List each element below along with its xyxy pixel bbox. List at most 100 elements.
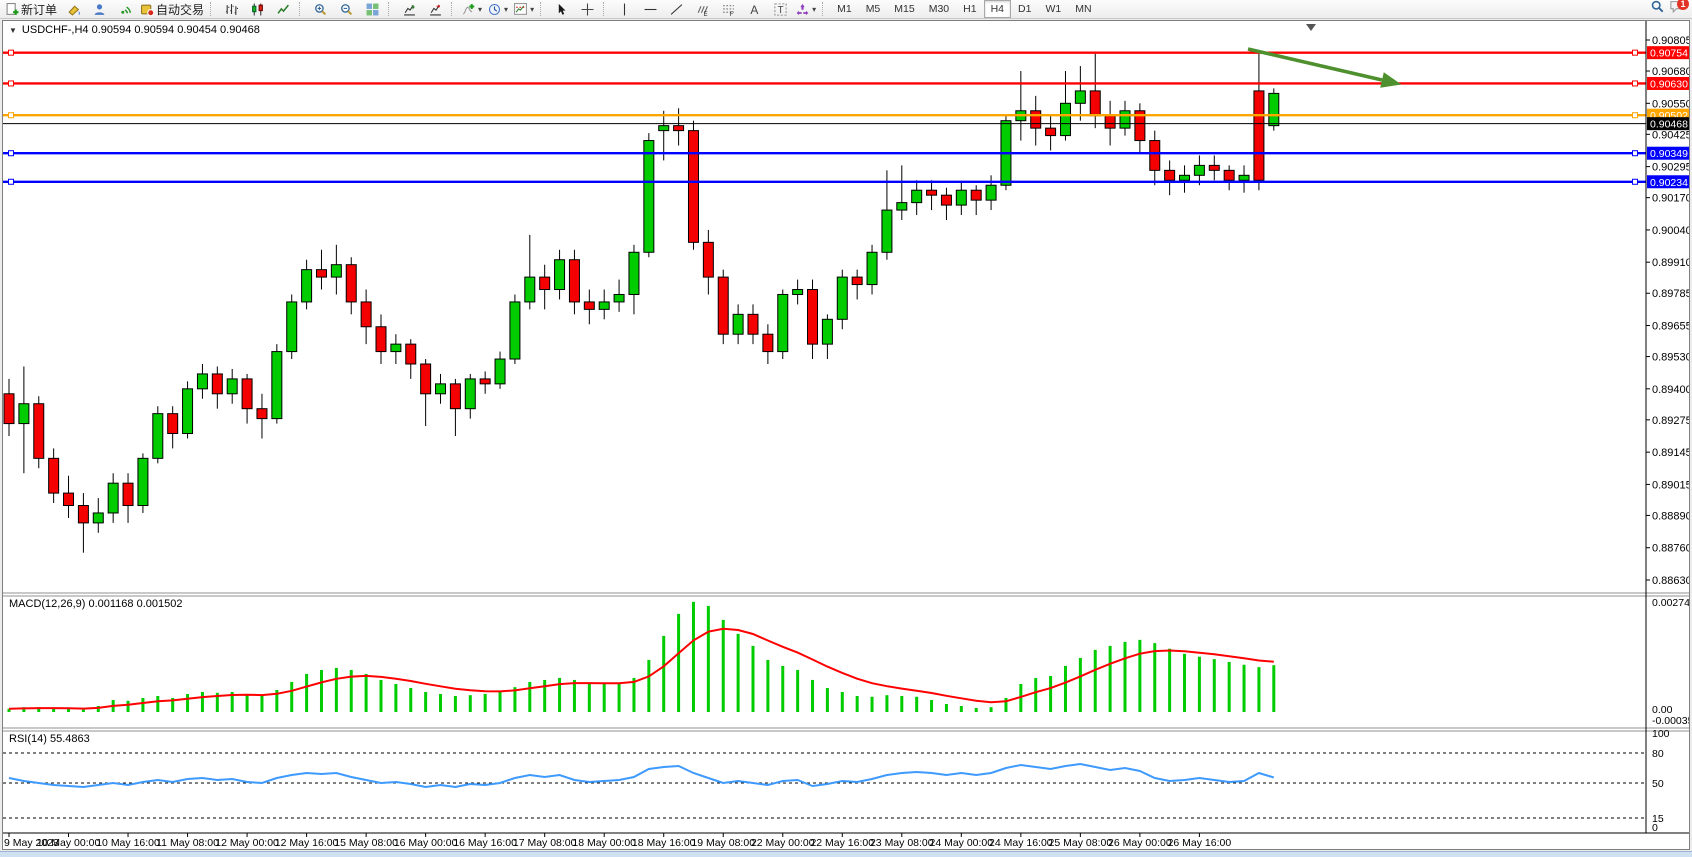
chart-shift-button[interactable] (422, 0, 448, 19)
trendline-button[interactable] (663, 0, 689, 19)
search-button[interactable] (1651, 0, 1664, 18)
hline-handle[interactable] (1632, 150, 1638, 157)
chat-button[interactable]: 1 (1670, 0, 1689, 18)
candle (970, 189, 982, 201)
dropdown-caret-icon[interactable]: ▾ (530, 4, 535, 14)
styles-button[interactable] (60, 0, 86, 19)
timeframe-h1-button[interactable]: H1 (963, 3, 977, 15)
trend-arrow[interactable] (1247, 47, 1383, 82)
dropdown-caret-icon[interactable]: ▾ (812, 4, 817, 14)
templates-icon (514, 2, 528, 16)
time-tick-label: 25 May 08:00 (1049, 837, 1113, 849)
bar-chart-icon (225, 3, 238, 16)
chart-background (3, 21, 1689, 849)
candle (792, 289, 804, 295)
crosshair-button[interactable] (574, 0, 600, 19)
hline-handle[interactable] (8, 49, 14, 56)
timeframe-m1-button[interactable]: M1 (837, 3, 852, 15)
candle (1074, 90, 1086, 104)
candle (836, 276, 848, 320)
timeframe-m5-button[interactable]: M5 (865, 3, 881, 15)
indicators-button[interactable]: ▾ (459, 0, 485, 19)
arrows-button[interactable]: ▾ (793, 0, 819, 19)
candle (732, 313, 744, 335)
hline-handle[interactable] (1632, 80, 1638, 87)
macd-axis-max: 0.002746 (1652, 597, 1689, 609)
equidistant-button[interactable]: E (689, 0, 715, 19)
timeframe-mn-button[interactable]: MN (1075, 3, 1092, 15)
chart-canvas[interactable]: 0.90805 0.90680 0.90550 0.90425 0.90295 0.901… (3, 21, 1689, 849)
candle (152, 413, 164, 459)
candle (568, 259, 580, 303)
hline-handle[interactable] (8, 150, 14, 157)
new-order-button[interactable]: 新订单 (3, 0, 60, 19)
text-button[interactable]: A (741, 0, 767, 19)
rsi-indicator-label: RSI(14) 55.4863 (9, 733, 90, 745)
hline-handle[interactable] (1632, 178, 1638, 185)
time-tick-label: 18 May 16:00 (632, 837, 696, 849)
chart-title: ▼ USDCHF-,H4 0.90594 0.90594 0.90454 0.9… (9, 24, 260, 36)
hline-button[interactable] (637, 0, 663, 19)
signal-button[interactable] (112, 0, 138, 19)
price-tick-label: 0.89910 (1652, 257, 1689, 269)
zoom-out-button[interactable] (333, 0, 359, 19)
candle-chart-button[interactable] (244, 0, 270, 19)
rsi-axis-label: 15 (1652, 813, 1664, 825)
timeframe-h4-button[interactable]: H4 (983, 0, 1012, 18)
hline-handle[interactable] (1632, 49, 1638, 56)
periods-button[interactable]: ▾ (485, 0, 511, 19)
auto-scroll-icon (403, 3, 416, 16)
label-button[interactable]: T (767, 0, 793, 19)
candle (196, 373, 208, 390)
time-tick-label: 22 May 00:00 (751, 837, 815, 849)
periods-icon (488, 3, 501, 16)
candle (1045, 127, 1057, 137)
dropdown-caret-icon[interactable]: ▾ (504, 4, 509, 14)
auto-scroll-button[interactable] (396, 0, 422, 19)
autotrade-icon (141, 3, 155, 16)
cursor-button[interactable] (548, 0, 574, 19)
vline-button[interactable] (611, 0, 637, 19)
price-badge (1647, 175, 1689, 189)
zoom-in-icon (314, 3, 327, 16)
hline-handle[interactable] (8, 112, 14, 119)
templates-button[interactable]: ▾ (511, 0, 537, 19)
zoom-in-button[interactable] (307, 0, 333, 19)
chart-title-text: USDCHF-,H4 0.90594 0.90594 0.90454 0.904… (21, 24, 260, 36)
candle (405, 343, 417, 365)
candle (33, 403, 45, 459)
price-tick-label: 0.90425 (1652, 129, 1689, 141)
chart-shift-marker[interactable] (1306, 24, 1316, 31)
profile-button[interactable] (86, 0, 112, 19)
price-tick-label: 0.88630 (1652, 575, 1689, 587)
candle (301, 269, 313, 303)
hline-handle[interactable] (1632, 112, 1638, 119)
fibonacci-button[interactable]: F (715, 0, 741, 19)
timeframe-m15-button[interactable]: M15 (894, 3, 915, 15)
tile-windows-icon (366, 3, 379, 16)
svg-text:T: T (777, 5, 783, 16)
tile-windows-button[interactable] (359, 0, 385, 19)
candle (702, 241, 714, 278)
hline-handle[interactable] (8, 178, 14, 185)
bid-badge (1647, 117, 1689, 131)
rsi-axis-label: 100 (1652, 728, 1670, 740)
autotrade-button[interactable]: 自动交易 (138, 0, 207, 19)
time-tick-label: 17 May 08:00 (513, 837, 577, 849)
candle (1030, 110, 1042, 129)
candle (92, 512, 104, 524)
timeframe-m30-button[interactable]: M30 (928, 3, 950, 15)
timeframe-w1-button[interactable]: W1 (1045, 3, 1062, 15)
time-tick-label: 12 May 00:00 (215, 837, 279, 849)
price-tick-label: 0.89655 (1652, 321, 1689, 333)
timeframe-d1-button[interactable]: D1 (1018, 3, 1032, 15)
price-tick-label: 0.90040 (1652, 225, 1689, 237)
line-chart-button[interactable] (270, 0, 296, 19)
hline-handle[interactable] (8, 80, 14, 87)
rsi-line (8, 762, 1275, 789)
window-bottom-strip (0, 851, 1692, 857)
price-tick-label: 0.90295 (1652, 162, 1689, 174)
dropdown-caret-icon[interactable]: ▾ (478, 4, 483, 14)
collapse-chart-icon[interactable]: ▼ (9, 25, 17, 35)
bar-chart-button[interactable] (218, 0, 244, 19)
